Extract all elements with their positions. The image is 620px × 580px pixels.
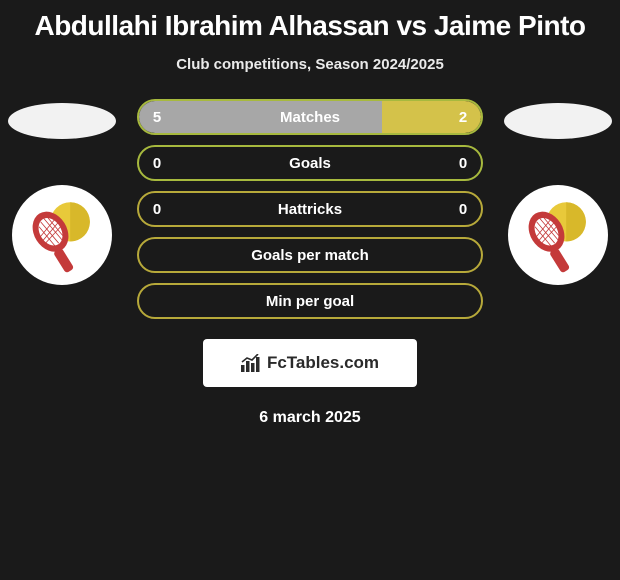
stat-bar: 0 Goals 0 bbox=[137, 145, 483, 181]
left-club-badge bbox=[12, 185, 112, 285]
stat-label: Goals per match bbox=[251, 247, 369, 264]
stat-bar: Min per goal bbox=[137, 283, 483, 319]
left-player-col bbox=[8, 103, 117, 285]
bar-fill-left bbox=[139, 101, 382, 133]
stat-right-value: 0 bbox=[459, 201, 467, 218]
stat-right-value: 2 bbox=[459, 109, 467, 126]
stat-bar: Goals per match bbox=[137, 237, 483, 273]
stat-label: Min per goal bbox=[266, 293, 354, 310]
chart-icon bbox=[241, 354, 263, 372]
club-badge-icon bbox=[517, 194, 599, 276]
right-club-badge bbox=[508, 185, 608, 285]
stat-bar: 0 Hattricks 0 bbox=[137, 191, 483, 227]
page-subtitle: Club competitions, Season 2024/2025 bbox=[8, 56, 612, 73]
club-badge-icon bbox=[21, 194, 103, 276]
comparison-row: 5 Matches 2 0 Goals 0 0 Hattricks 0 Goals per mat… bbox=[8, 103, 612, 319]
stat-label: Matches bbox=[280, 109, 340, 126]
stat-right-value: 0 bbox=[459, 155, 467, 172]
page-date: 6 march 2025 bbox=[8, 409, 612, 427]
stat-label: Goals bbox=[289, 155, 331, 172]
stat-left-value: 5 bbox=[153, 109, 161, 126]
stat-left-value: 0 bbox=[153, 155, 161, 172]
logo-text: FcTables.com bbox=[267, 353, 379, 373]
stat-label: Hattricks bbox=[278, 201, 342, 218]
right-player-col bbox=[503, 103, 612, 285]
stat-left-value: 0 bbox=[153, 201, 161, 218]
stat-bar: 5 Matches 2 bbox=[137, 99, 483, 135]
right-flag-icon bbox=[504, 103, 612, 139]
stat-bars: 5 Matches 2 0 Goals 0 0 Hattricks 0 Goals per mat… bbox=[137, 99, 483, 319]
page-title: Abdullahi Ibrahim Alhassan vs Jaime Pint… bbox=[8, 10, 612, 42]
left-flag-icon bbox=[8, 103, 116, 139]
fctables-logo: FcTables.com bbox=[203, 339, 417, 387]
